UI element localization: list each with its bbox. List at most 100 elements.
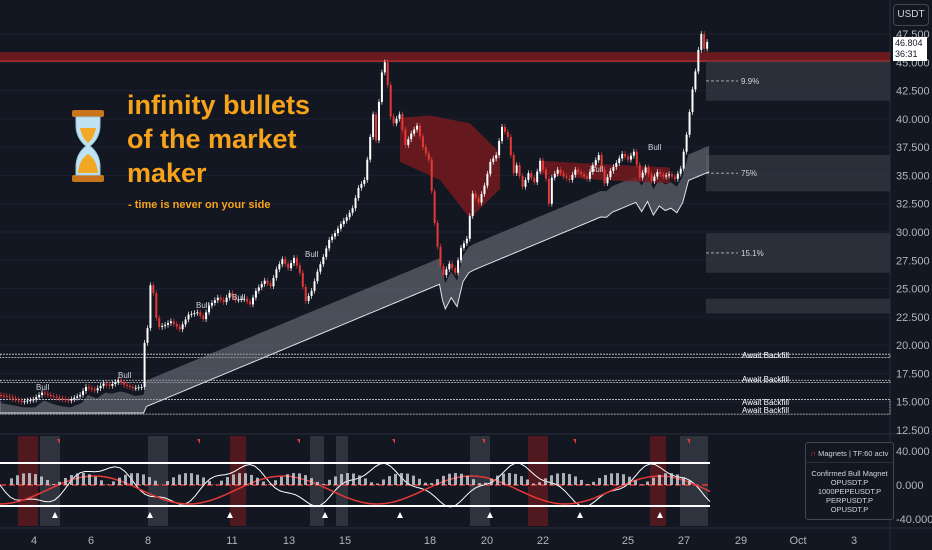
candle-body — [205, 312, 208, 320]
oscillator-histogram-bar — [628, 476, 631, 485]
candle-body — [178, 326, 181, 330]
candle-body — [588, 172, 591, 179]
oscillator-histogram-bar — [550, 475, 553, 485]
oscillator-histogram-bar — [364, 478, 367, 485]
oscillator-histogram-bar — [238, 473, 241, 485]
candle-body — [108, 384, 111, 386]
time-axis-tick: 15 — [339, 535, 351, 547]
candle-body — [363, 179, 366, 184]
oscillator-histogram-bar — [106, 484, 109, 485]
oscillator-histogram-bar — [268, 484, 271, 485]
candle-body — [533, 177, 536, 183]
bar-countdown: 36:31 — [895, 49, 918, 59]
candle-body — [79, 394, 82, 397]
oscillator-histogram-bar — [112, 481, 115, 485]
magnet-symbol: OPUSDT.P — [830, 478, 869, 487]
currency-selector[interactable]: USDT — [893, 4, 929, 26]
candle-body — [594, 160, 597, 166]
candle-body — [629, 155, 632, 160]
candle-body — [360, 183, 363, 188]
candle-body — [369, 136, 372, 160]
oscillator-histogram-bar — [616, 473, 619, 485]
oscillator-histogram-bar — [22, 473, 25, 485]
candle-body — [334, 233, 337, 237]
candle-body — [656, 172, 659, 177]
price-axis-tick: 25.000 — [896, 284, 930, 296]
time-axis-tick: 29 — [735, 535, 747, 547]
candle-body — [228, 293, 231, 298]
zone-percent-label: 15.1% — [741, 249, 764, 258]
candle-body — [251, 297, 254, 305]
oscillator-histogram-bar — [256, 477, 259, 485]
oscillator-histogram-bar — [622, 474, 625, 485]
candle-body — [234, 296, 237, 300]
candle-body — [46, 393, 49, 395]
oscillator-histogram-bar — [376, 483, 379, 485]
bearish-triangle-marker — [573, 439, 576, 444]
candle-body — [43, 392, 46, 394]
candle-body — [407, 139, 410, 145]
oscillator-histogram-bar — [484, 482, 487, 485]
oscillator-histogram-bar — [310, 478, 313, 485]
oscillator-histogram-bar — [196, 474, 199, 485]
bull-signal-label: Bull — [648, 143, 662, 152]
bullish-triangle-marker — [147, 512, 153, 518]
candle-body — [650, 174, 653, 182]
bearish-triangle-marker — [687, 439, 690, 444]
candle-body — [556, 169, 559, 174]
candle-body — [187, 314, 190, 320]
hourglass-icon — [70, 110, 106, 182]
candle-body — [117, 380, 120, 383]
candle-body — [615, 162, 618, 167]
candle-body — [439, 246, 442, 266]
trend-cloud-edge — [0, 171, 710, 414]
candle-body — [120, 380, 123, 383]
oscillator-histogram-bar — [382, 479, 385, 485]
candle-body — [448, 263, 451, 270]
oscillator-histogram-bar — [538, 482, 541, 485]
oscillator-histogram-bar — [244, 473, 247, 485]
candle-body — [591, 165, 594, 173]
oscillator-histogram-bar — [430, 483, 433, 485]
candle-body — [685, 134, 688, 152]
oscillator-histogram-bar — [148, 477, 151, 485]
candle-body — [641, 172, 644, 178]
oscillator-histogram-bar — [118, 477, 121, 485]
candle-body — [468, 216, 471, 239]
candle-body — [375, 114, 378, 141]
candle-body — [310, 290, 313, 296]
oscillator-histogram-bar — [448, 473, 451, 485]
candle-body — [14, 398, 17, 400]
candle-body — [386, 62, 389, 85]
candle-body — [295, 258, 298, 266]
candle-body — [659, 172, 662, 175]
candle-body — [635, 151, 638, 165]
candle-body — [354, 198, 357, 209]
candle-body — [668, 174, 671, 176]
candle-body — [700, 34, 703, 50]
candle-body — [155, 293, 158, 318]
candle-body — [49, 394, 52, 397]
oscillator-histogram-bar — [94, 476, 97, 485]
candle-body — [313, 281, 316, 291]
candle-body — [158, 317, 161, 328]
candle-body — [577, 169, 580, 173]
price-axis-tick: 22.500 — [896, 312, 930, 324]
time-axis-tick: 3 — [851, 535, 857, 547]
oscillator-histogram-bar — [580, 479, 583, 485]
oscillator-histogram-bar — [466, 475, 469, 485]
oscillator-histogram-bar — [184, 473, 187, 485]
candle-body — [486, 173, 489, 186]
oscillator-highlight — [40, 436, 60, 526]
oscillator-histogram-bar — [124, 474, 127, 485]
liquidity-zone — [706, 298, 890, 314]
price-axis-tick: 27.500 — [896, 255, 930, 267]
oscillator-histogram-bar — [418, 478, 421, 485]
bullish-triangle-marker — [227, 512, 233, 518]
candle-body — [123, 382, 126, 385]
oscillator-histogram-bar — [76, 473, 79, 485]
candle-body — [571, 174, 574, 180]
candle-body — [565, 176, 568, 179]
price-axis-tick: 35.000 — [896, 170, 930, 182]
candle-body — [161, 325, 164, 328]
